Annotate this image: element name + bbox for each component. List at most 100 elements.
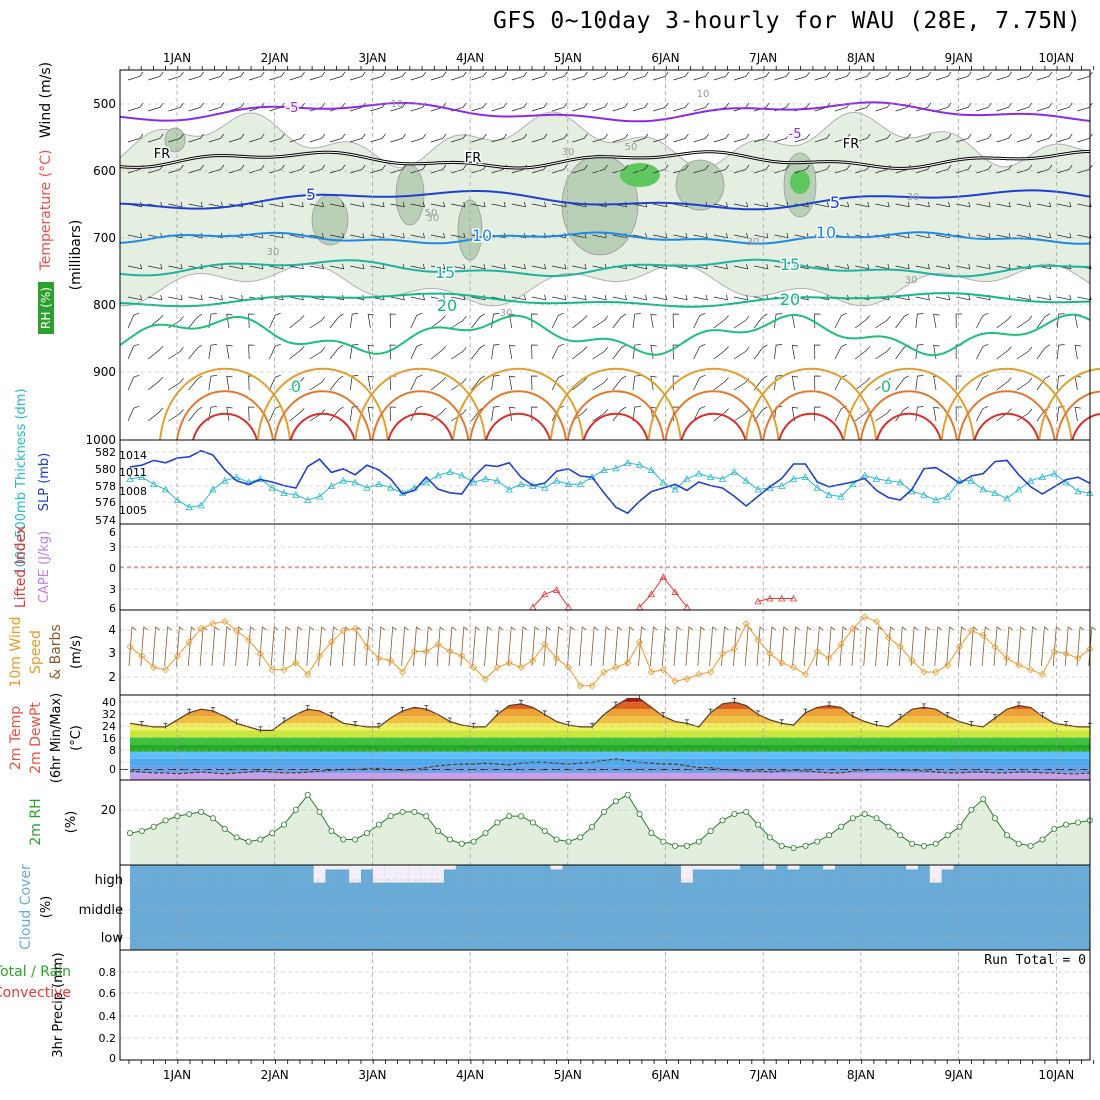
wind-barb xyxy=(572,315,588,329)
thickness-point xyxy=(932,496,940,503)
wind-speed-point xyxy=(351,624,359,632)
wind-barb xyxy=(491,263,506,270)
thickness-point xyxy=(422,478,430,486)
wind-barb xyxy=(349,344,359,360)
wind-barb-10m xyxy=(531,626,540,667)
precip-panel: Run Total = 0 xyxy=(984,953,1086,968)
wind-barb xyxy=(915,232,930,239)
temp-minmax-bar xyxy=(945,712,950,719)
wind-barb xyxy=(511,71,528,81)
wind-barb xyxy=(127,294,143,301)
wind-barb xyxy=(976,263,991,270)
wind-barb-10m xyxy=(1041,626,1049,667)
wind-speed-point xyxy=(813,647,821,655)
rh-point xyxy=(565,838,572,845)
contour-label: -5 xyxy=(286,101,299,116)
wind-barb xyxy=(915,375,924,391)
wind-speed-point xyxy=(576,682,584,690)
wind-barb xyxy=(733,263,749,270)
side-labels: RH (%) Temperature (°C) Wind (m/s) (milliba… xyxy=(0,62,84,1058)
wind-barb xyxy=(188,71,204,81)
wind-barb xyxy=(531,375,538,391)
wind-barb xyxy=(1036,232,1052,239)
wind-barb xyxy=(733,133,750,143)
rh-tick: 20 xyxy=(101,803,116,817)
li-tick: 6 xyxy=(109,602,116,615)
wind-barb xyxy=(774,263,789,270)
temp2m-label-b: 2m DewPt xyxy=(28,702,44,774)
contour-label: 10 xyxy=(391,99,404,110)
thickness-point xyxy=(943,492,952,500)
thickness-point xyxy=(1074,487,1082,495)
wind-barb xyxy=(309,347,326,360)
wind-barb xyxy=(996,164,1012,174)
wind-barb xyxy=(895,406,909,422)
cloud-high-gap xyxy=(906,865,918,870)
precip-conv-label: Convective xyxy=(0,985,71,1001)
wind-speed-point xyxy=(410,647,418,655)
wind-barb xyxy=(572,377,588,391)
wind-barb xyxy=(875,377,891,391)
wind-barb xyxy=(592,133,608,143)
wind-barb xyxy=(511,102,528,112)
wind-speed-point xyxy=(564,663,573,671)
wind-barb xyxy=(410,263,425,270)
wind-barb xyxy=(269,343,281,360)
wind-barb xyxy=(935,102,952,112)
wind-barb xyxy=(471,133,487,143)
rh-point xyxy=(636,811,643,818)
wind-barb xyxy=(228,263,244,270)
wind-barb xyxy=(774,133,790,143)
wind-barb xyxy=(410,133,427,143)
wind-barb xyxy=(127,374,140,391)
wind-speed-point xyxy=(695,670,703,678)
wind-barb xyxy=(188,313,203,329)
wind-barb xyxy=(389,375,397,391)
wind-barb xyxy=(791,344,799,360)
thickness-point xyxy=(825,490,833,498)
wind-barb-10m xyxy=(887,626,895,667)
thickness-point xyxy=(1038,473,1047,480)
wind-barb xyxy=(693,405,706,422)
wind-barb xyxy=(168,102,184,112)
wind-barb-10m xyxy=(389,626,397,667)
wind-speed-point xyxy=(920,668,928,676)
wind-barb xyxy=(511,263,526,270)
thickness-tick: 576 xyxy=(95,496,116,509)
pressure-tick: 1000 xyxy=(85,433,116,447)
wind-barb xyxy=(915,263,930,270)
wind-barb xyxy=(248,313,255,329)
wind-barb xyxy=(612,294,627,301)
wind-barb xyxy=(350,133,366,143)
wind-barb xyxy=(410,343,423,360)
wind-barb-10m xyxy=(685,626,694,667)
wind-barb-10m xyxy=(341,626,350,667)
wind-speed-point xyxy=(624,659,632,667)
wind-barb xyxy=(713,133,730,143)
wind-speed-point xyxy=(825,654,833,662)
thickness-point xyxy=(280,489,288,496)
wind-speed-point xyxy=(991,643,999,651)
wind-barb xyxy=(491,133,507,143)
warm-lobe xyxy=(973,412,1040,441)
rh-point xyxy=(435,828,442,835)
wind-barb xyxy=(794,71,810,81)
wind-barb xyxy=(632,133,649,143)
pressure-tick: 700 xyxy=(93,231,116,245)
li-point xyxy=(789,594,798,602)
rh2m-label: 2m RH xyxy=(28,798,44,845)
warm-lobe xyxy=(1038,368,1100,441)
rh-point xyxy=(269,830,276,837)
wind-speed-point xyxy=(292,659,300,667)
rh-point xyxy=(209,815,216,822)
slp-tick: 1005 xyxy=(119,504,147,517)
wind-speed-point xyxy=(801,670,810,678)
wind-barb xyxy=(976,133,992,143)
wind-barb xyxy=(451,201,466,208)
wind-barb xyxy=(451,133,467,143)
wind-barb xyxy=(451,71,467,81)
rh-point xyxy=(707,828,714,835)
wind-barb xyxy=(329,164,346,174)
wind-barb xyxy=(471,344,485,360)
wind-barb-10m xyxy=(235,626,243,667)
